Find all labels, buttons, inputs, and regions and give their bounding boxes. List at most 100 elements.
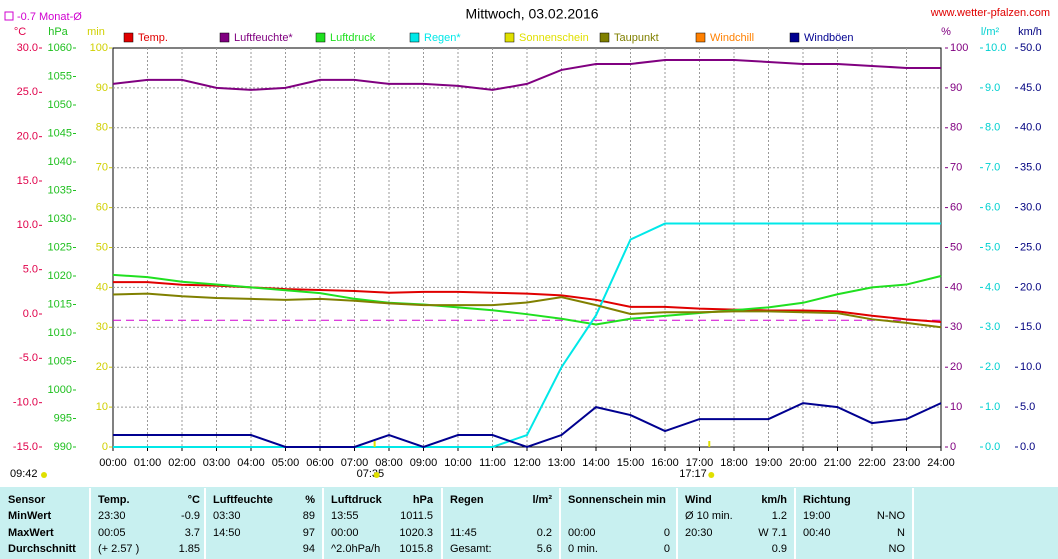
table-cell: ^2.0hPa/h (331, 543, 380, 555)
x-tick-label: 03:00 (203, 457, 231, 469)
legend-label: Windchill (710, 32, 754, 44)
y-tick-label: 40 (950, 281, 962, 293)
monthly-average-icon (4, 11, 14, 21)
y-tick-label: 0.0 (985, 441, 1000, 453)
axis-unit: l/m² (981, 26, 1000, 38)
y-tick-label: 5.0 (985, 241, 1000, 253)
x-tick-label: 04:00 (237, 457, 265, 469)
table-cell: 0 (664, 543, 670, 555)
x-tick-label: 01:00 (134, 457, 162, 469)
y-tick-label: 70 (950, 162, 962, 174)
y-tick-label: 1020 (48, 270, 72, 282)
table-background (0, 487, 1058, 559)
y-tick-label: 1015 (48, 298, 72, 310)
table-cell: (+ 2.57 ) (98, 543, 139, 555)
legend-swatch (695, 32, 706, 43)
table-cell: 1011.5 (400, 510, 433, 522)
y-tick-label: 0 (102, 441, 108, 453)
x-tick-label: 06:00 (306, 457, 334, 469)
y-tick-label: 10 (96, 401, 108, 413)
y-tick-label: 60 (950, 202, 962, 214)
y-tick-label: 35.0 (1020, 162, 1041, 174)
y-tick-label: 20.0 (17, 131, 38, 143)
x-tick-label: 02:00 (168, 457, 196, 469)
x-tick-label: 13:00 (548, 457, 576, 469)
table-cell: 0 (664, 527, 670, 539)
y-tick-label: 15.0 (17, 175, 38, 187)
y-tick-label: 40 (96, 281, 108, 293)
legend-label: Taupunkt (614, 32, 659, 44)
table-cell: -0.9 (181, 510, 200, 522)
table-cell: N (897, 527, 905, 539)
legend-label: Luftdruck (330, 32, 376, 44)
y-tick-label: 1030 (48, 213, 72, 225)
x-tick-label: 12:00 (513, 457, 541, 469)
y-tick-label: 1010 (48, 327, 72, 339)
y-tick-label: 30 (950, 321, 962, 333)
table-cell: 00:00 (568, 527, 596, 539)
table-cell: 19:00 (803, 510, 831, 522)
monthly-average-label: -0.7 Monat-Ø (17, 11, 82, 23)
y-tick-label: 50 (950, 241, 962, 253)
x-tick-label: 17:00 (686, 457, 714, 469)
y-tick-label: 1045 (48, 127, 72, 139)
y-tick-label: 3.0 (985, 321, 1000, 333)
legend-swatch (789, 32, 800, 43)
table-cell: N-NO (877, 510, 906, 522)
y-tick-label: 10.0 (1020, 361, 1041, 373)
x-tick-label: 00:00 (99, 457, 127, 469)
y-tick-label: 30.0 (1020, 202, 1041, 214)
legend-label: Windböen (804, 32, 854, 44)
table-header: °C (188, 494, 200, 506)
y-tick-label: 1005 (48, 355, 72, 367)
y-tick-label: 1.0 (985, 401, 1000, 413)
x-tick-label: 05:00 (272, 457, 300, 469)
x-tick-label: 08:00 (375, 457, 403, 469)
table-header: Richtung (803, 494, 851, 506)
y-tick-label: 90 (950, 82, 962, 94)
x-tick-label: 11:00 (479, 457, 506, 469)
table-cell: 1015.8 (399, 543, 433, 555)
y-tick-label: 20 (950, 361, 962, 373)
sunset-label: 17:17 (679, 468, 707, 480)
table-header: Sensor (8, 494, 46, 506)
axis-unit: °C (14, 26, 26, 38)
table-cell: 03:30 (213, 510, 241, 522)
axis-unit: min (87, 26, 105, 38)
y-tick-label: 990 (54, 441, 72, 453)
table-cell: 1020.3 (399, 527, 433, 539)
legend-swatch (315, 32, 326, 43)
table-cell: 11:45 (450, 527, 477, 539)
table-cell: 23:30 (98, 510, 126, 522)
series-line (113, 222, 941, 448)
updated-dot (41, 472, 47, 478)
table-cell: 94 (303, 543, 315, 555)
legend-swatch (599, 32, 610, 43)
y-tick-label: 100 (90, 42, 108, 54)
y-tick-label: 25.0 (1020, 241, 1041, 253)
sunrise-dot (373, 472, 380, 478)
table-cell: W 7.1 (758, 527, 787, 539)
y-tick-label: 995 (54, 412, 72, 424)
table-cell: 1.2 (772, 510, 787, 522)
table-cell: 00:40 (803, 527, 831, 539)
x-tick-label: 07:00 (341, 457, 369, 469)
table-header: % (305, 494, 315, 506)
table-header: Temp. (98, 494, 130, 506)
y-tick-label: 20 (96, 361, 108, 373)
chart-title: Mittwoch, 03.02.2016 (465, 6, 598, 22)
x-tick-label: 19:00 (755, 457, 783, 469)
y-tick-label: 0 (950, 441, 956, 453)
table-cell: 0.2 (537, 527, 552, 539)
y-tick-label: 30 (96, 321, 108, 333)
legend-swatch (409, 32, 420, 43)
x-tick-label: 21:00 (824, 457, 852, 469)
legend-swatch (219, 32, 230, 43)
y-tick-label: -5.0 (19, 352, 38, 364)
series-line (112, 292, 942, 329)
y-tick-label: 60 (96, 202, 108, 214)
series-line (113, 402, 942, 449)
y-tick-label: 70 (96, 162, 108, 174)
y-tick-label: -15.0 (13, 441, 38, 453)
table: Sensor Temp. °C Luftfeuchte% Luftdruck hPa Reg… (8, 488, 914, 559)
